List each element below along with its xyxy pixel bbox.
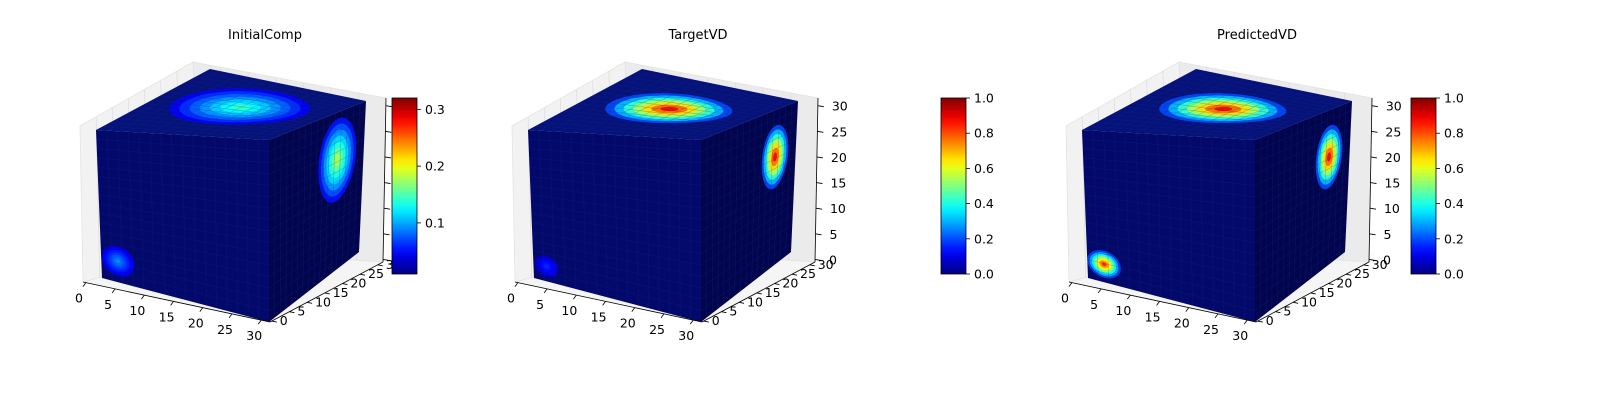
subplot-title: PredictedVD	[1217, 28, 1297, 43]
subplot-title: TargetVD	[667, 28, 727, 43]
subplot-0: InitialComp0510152025300510152025300.10.…	[75, 28, 445, 343]
colorbar-tick-label: 0.1	[425, 215, 445, 230]
z-tick-label: 5	[1384, 227, 1392, 242]
y-tick-label: 25	[368, 266, 384, 281]
x-tick-label: 30	[678, 328, 694, 343]
z-tick-label: 30	[832, 99, 848, 114]
z-tick-label: 25	[1385, 124, 1401, 139]
x-tick-label: 10	[561, 303, 577, 318]
x-tick-label: 25	[217, 322, 233, 337]
colorbar	[940, 97, 967, 275]
y-tick-label: 10	[315, 294, 331, 309]
y-tick-label: 15	[765, 285, 781, 300]
colorbar	[391, 97, 418, 275]
y-tick-label: 5	[729, 304, 737, 319]
subplot-title: InitialComp	[228, 28, 302, 43]
y-tick-label: 0	[1266, 313, 1274, 328]
z-axis-line	[1368, 97, 1373, 263]
colorbar	[1410, 97, 1437, 275]
x-tick-label: 5	[104, 297, 112, 312]
y-tick-label: 25	[1354, 266, 1370, 281]
z-tick-label: 20	[831, 150, 847, 165]
y-axis-line	[269, 261, 384, 323]
z-tick-label: 0	[1383, 252, 1391, 267]
colorbar-tick-label: 0.6	[1444, 161, 1464, 176]
x-tick-label: 10	[129, 303, 145, 318]
x-tick-label: 20	[620, 316, 636, 331]
colorbar-tick-label: 1.0	[1444, 91, 1464, 106]
y-axis-line	[701, 261, 816, 323]
z-tick-label: 15	[1384, 176, 1400, 191]
x-tick-label: 30	[246, 328, 262, 343]
y-axis-line	[1255, 261, 1370, 323]
x-tick-label: 15	[1145, 309, 1161, 324]
y-tick-label: 20	[350, 276, 366, 291]
colorbar-tick-label: 0.4	[1444, 196, 1464, 211]
z-tick-label: 25	[831, 124, 847, 139]
z-tick-label: 30	[1386, 99, 1402, 114]
y-tick-label: 30	[818, 257, 834, 272]
z-tick-label: 5	[830, 227, 838, 242]
y-tick-label: 10	[1301, 294, 1317, 309]
z-axis-line	[814, 97, 819, 263]
colorbar-tick-label: 0.0	[1444, 267, 1464, 282]
cube-face-front	[1082, 130, 1255, 322]
x-axis-line	[82, 281, 271, 323]
hotspot-front-0	[115, 258, 121, 264]
x-tick-label: 5	[1090, 297, 1098, 312]
colorbar-tick-label: 0.6	[974, 161, 994, 176]
y-tick-label: 15	[333, 285, 349, 300]
colorbar-tick-label: 0.2	[974, 231, 994, 246]
x-tick-label: 0	[75, 291, 83, 306]
y-tick-label: 0	[280, 313, 288, 328]
cube-face-front	[528, 130, 701, 322]
y-tick-label: 5	[1283, 304, 1291, 319]
colorbar-tick-label: 0.2	[1444, 231, 1464, 246]
x-tick-label: 0	[1061, 291, 1069, 306]
x-tick-label: 10	[1115, 303, 1131, 318]
colorbar-tick-label: 0.3	[425, 102, 445, 117]
cube-face-front	[96, 130, 269, 322]
colorbar-tick-label: 0.8	[1444, 126, 1464, 141]
y-tick-label: 5	[297, 304, 305, 319]
x-tick-label: 0	[507, 291, 515, 306]
z-tick-label: 0	[829, 252, 837, 267]
colorbar-tick-label: 0.2	[425, 159, 445, 174]
y-tick-label: 15	[1319, 285, 1335, 300]
colorbar-tick-label: 0.4	[974, 196, 994, 211]
x-axis-line	[1068, 281, 1257, 323]
z-tick-label: 10	[1384, 201, 1400, 216]
hotspot-front-0	[545, 264, 549, 269]
z-tick-label: 10	[830, 201, 846, 216]
y-tick-label: 0	[712, 313, 720, 328]
hotspot-right-0	[334, 153, 341, 166]
x-tick-label: 15	[159, 309, 175, 324]
x-tick-label: 5	[536, 297, 544, 312]
x-tick-label: 20	[1174, 316, 1190, 331]
x-tick-label: 30	[1232, 328, 1248, 343]
z-tick-label: 15	[830, 176, 846, 191]
x-tick-label: 20	[188, 316, 204, 331]
x-axis-line	[514, 281, 703, 323]
y-tick-label: 20	[782, 276, 798, 291]
x-tick-label: 15	[591, 309, 607, 324]
colorbar-tick-label: 1.0	[974, 91, 994, 106]
x-tick-label: 25	[1203, 322, 1219, 337]
colorbar-tick-label: 0.0	[974, 267, 994, 282]
z-tick-label: 20	[1385, 150, 1401, 165]
y-tick-label: 10	[747, 294, 763, 309]
z-axis-line	[382, 97, 387, 263]
y-tick-label: 30	[1372, 257, 1388, 272]
colorbar-tick-label: 0.8	[974, 126, 994, 141]
y-tick-label: 20	[1336, 276, 1352, 291]
y-tick-label: 25	[800, 266, 816, 281]
x-tick-label: 25	[649, 322, 665, 337]
